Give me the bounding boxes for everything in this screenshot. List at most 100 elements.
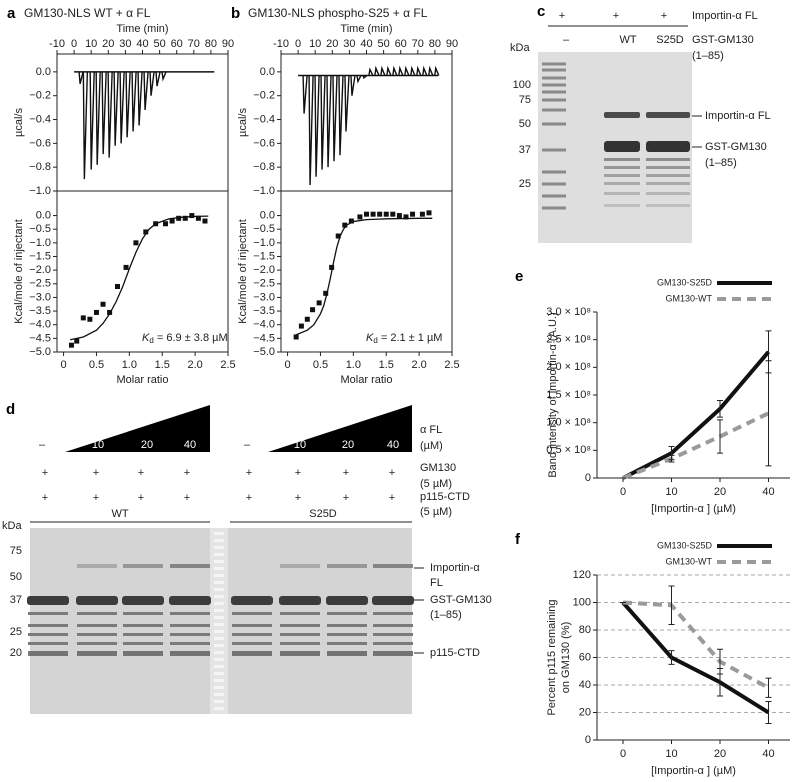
injection-peak [149, 71, 155, 96]
mw-marker: 100 [513, 79, 531, 91]
data-point [93, 309, 99, 315]
legend-label: GM130-S25D [657, 540, 713, 550]
chart-title: GM130-NLS WT + α FL [24, 6, 151, 20]
panel-label: d [6, 401, 15, 418]
x-tick-label: 90 [446, 38, 458, 50]
band [327, 564, 367, 568]
mw-marker: 37 [10, 594, 22, 606]
injection-peak [392, 65, 398, 76]
band [373, 612, 413, 615]
y-tick-label: 2.0 × 10⁸ [546, 361, 591, 373]
series-line [622, 350, 771, 480]
fit-curve [70, 215, 209, 341]
row-sublabel: (1–85) [692, 50, 724, 62]
error-bar-line [668, 454, 675, 463]
row-label: GST-GM130 [692, 34, 754, 46]
band [27, 596, 69, 605]
ladder-dot [214, 693, 224, 696]
band [373, 642, 413, 645]
injection-peak [368, 67, 374, 76]
injection-peak [404, 65, 410, 76]
x-tick-label: 40 [136, 38, 148, 50]
data-point [202, 218, 208, 224]
panel-label: e [515, 268, 523, 285]
legend-label: GM130-S25D [657, 277, 713, 287]
band [280, 642, 320, 645]
x-tick-label: 30 [343, 38, 355, 50]
band-label: GST-GM130 [430, 594, 492, 606]
x-tick-label: 2.0 [187, 359, 202, 371]
y-tick-label: 80 [579, 624, 591, 636]
ladder-dot [214, 707, 224, 710]
y-tick-label: 20 [579, 706, 591, 718]
row-sublabel: (5 µM) [420, 478, 452, 490]
error-bar [765, 677, 772, 698]
mw-marker: 25 [519, 178, 531, 190]
series-line [622, 600, 770, 690]
ladder-band [542, 76, 566, 80]
ladder-dot [214, 532, 224, 535]
y-tick-label: −0.6 [29, 137, 51, 149]
concentration: 40 [387, 439, 399, 451]
band [280, 564, 320, 568]
data-point [323, 290, 329, 296]
band [327, 651, 367, 656]
injection-peak [434, 65, 440, 76]
error-bar-line [765, 677, 772, 698]
band [123, 624, 163, 627]
y-tick-label: −0.5 [253, 223, 275, 235]
band [327, 624, 367, 627]
band [327, 642, 367, 645]
mw-marker: 75 [10, 545, 22, 557]
y-tick-label: −3.0 [253, 291, 275, 303]
y-axis-label: on GM130 (%) [560, 622, 572, 694]
y-tick-label: 1.5 × 10⁸ [546, 389, 591, 401]
x-tick-label: 0 [71, 38, 77, 50]
y-tick-label: −2.5 [29, 278, 51, 290]
injection-peak [416, 65, 422, 76]
y-axis-label: µcal/s [13, 108, 25, 137]
injection-peak [398, 65, 404, 76]
lane-condition: + [42, 492, 48, 504]
error-bar [717, 648, 723, 675]
band [170, 612, 210, 615]
error-bar [717, 400, 723, 418]
y-tick-label: 0.5 × 10⁸ [546, 444, 591, 456]
band [646, 141, 690, 152]
band-label: Importin-α FL [705, 110, 771, 122]
band [123, 651, 163, 656]
kd-value: = 2.1 ± 1 µM [378, 332, 443, 344]
x-tick-label: 60 [395, 38, 407, 50]
y-tick-label: −0.6 [253, 137, 275, 149]
x-tick-label: 70 [412, 38, 424, 50]
x-tick-label: 40 [360, 38, 372, 50]
y-tick-label: 0 [585, 734, 591, 746]
band [280, 651, 320, 656]
ladder-dot [214, 616, 224, 619]
x-tick-label: 1.5 [155, 359, 170, 371]
injection-peak [89, 71, 95, 170]
x-tick-label: 2.5 [444, 359, 459, 371]
injection-peak [143, 71, 149, 111]
y-tick-label: −0.4 [29, 113, 51, 125]
x-axis-label: Time (min) [116, 23, 168, 35]
injection-peak [155, 71, 161, 87]
x-tick-label: 90 [222, 38, 234, 50]
x-tick-label: 20 [714, 748, 726, 760]
y-tick-label: 100 [573, 596, 591, 608]
lane-condition: + [389, 467, 395, 479]
mw-marker: 50 [10, 571, 22, 583]
data-point [329, 264, 335, 270]
y-tick-label: −2.0 [253, 264, 275, 276]
band [170, 642, 210, 645]
data-point [403, 214, 409, 220]
x-axis-label: [Importin-α ] (µM) [651, 765, 736, 777]
ladder-dot [214, 700, 224, 703]
band [123, 642, 163, 645]
band-label: (1–85) [705, 157, 737, 169]
kd-value: = 6.9 ± 3.8 µM [154, 332, 228, 344]
band [604, 158, 640, 161]
x-tick-label: 30 [119, 38, 131, 50]
x-tick-label: 70 [188, 38, 200, 50]
